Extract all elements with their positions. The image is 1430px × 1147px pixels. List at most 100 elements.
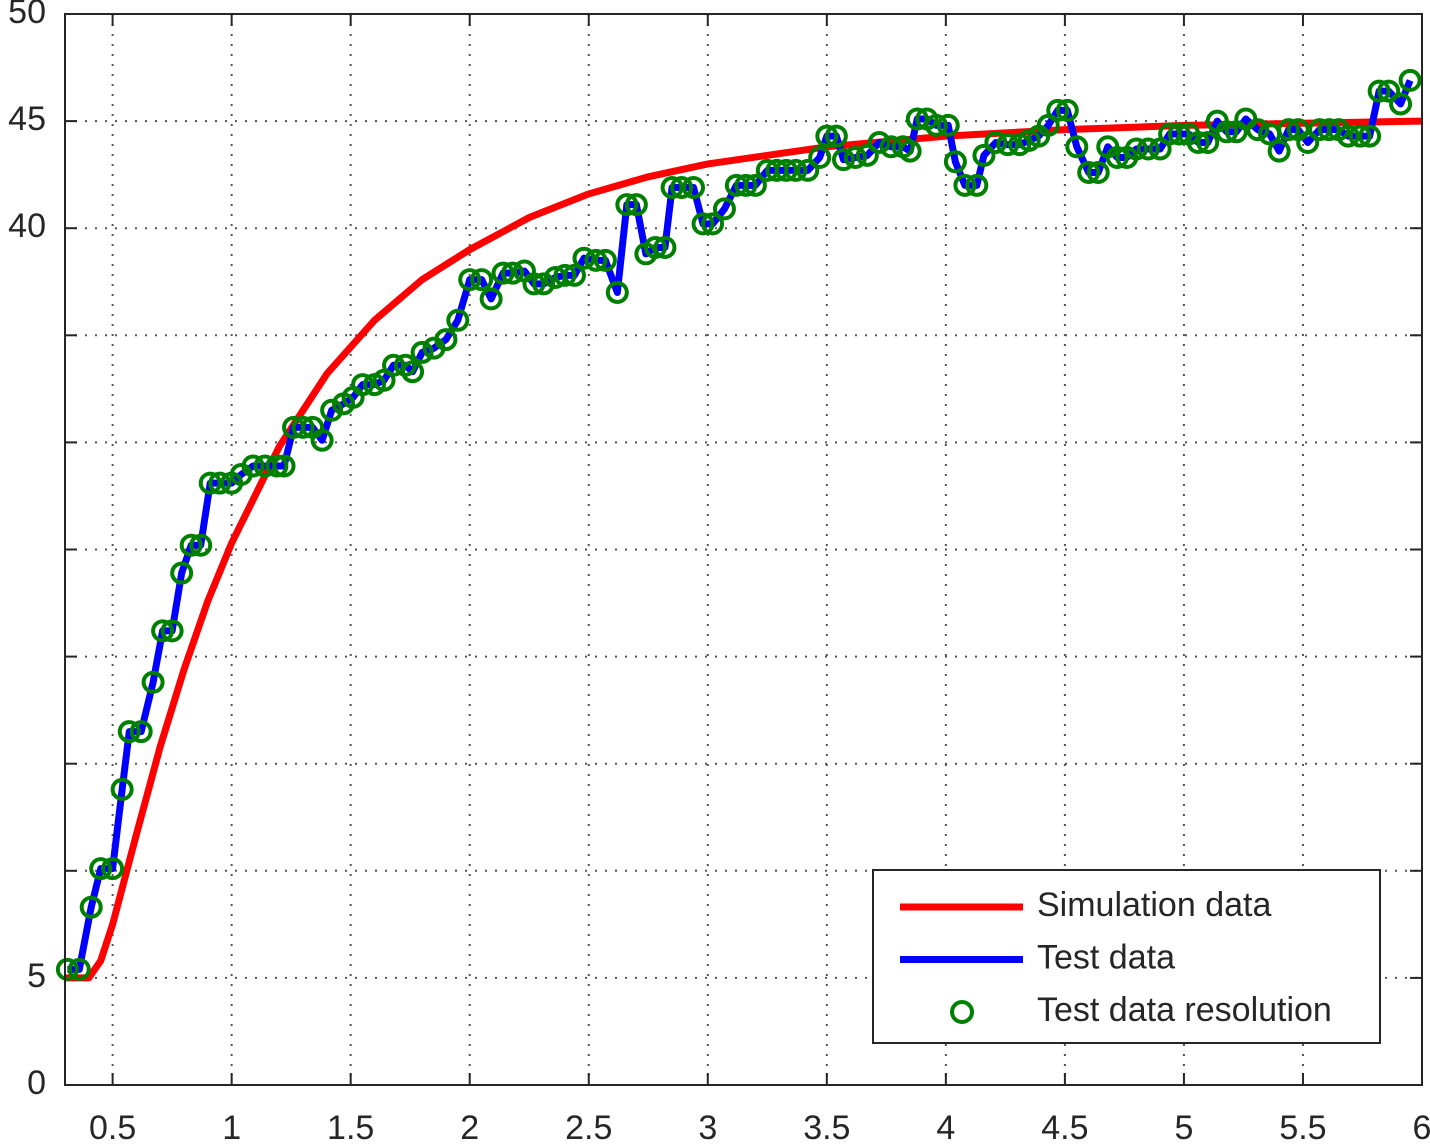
data-marker bbox=[784, 158, 808, 182]
data-marker bbox=[972, 143, 996, 167]
legend-label: Test data resolution bbox=[1037, 991, 1332, 1029]
data-marker bbox=[1267, 139, 1291, 163]
data-marker bbox=[1377, 79, 1401, 103]
data-marker bbox=[898, 139, 922, 163]
x-tick-label: 1 bbox=[222, 1109, 241, 1147]
data-marker bbox=[1398, 68, 1422, 92]
data-marker bbox=[593, 248, 617, 272]
x-tick-label: 5.5 bbox=[1279, 1109, 1326, 1147]
data-marker bbox=[996, 133, 1020, 157]
x-tick-label: 3 bbox=[698, 1109, 717, 1147]
data-marker bbox=[1296, 131, 1320, 155]
plot-frame bbox=[64, 13, 1423, 1086]
data-marker bbox=[1077, 161, 1101, 185]
data-marker bbox=[553, 263, 577, 287]
data-marker bbox=[605, 280, 629, 304]
data-marker bbox=[351, 373, 375, 397]
data-marker bbox=[831, 148, 855, 172]
data-marker bbox=[491, 261, 515, 285]
y-tick-label: 0 bbox=[27, 1064, 46, 1102]
data-marker bbox=[774, 158, 798, 182]
data-line bbox=[67, 79, 1414, 973]
data-marker bbox=[1196, 131, 1220, 155]
x-tick-label: 0.5 bbox=[89, 1109, 136, 1147]
data-marker bbox=[208, 471, 232, 495]
x-tick-label: 4.5 bbox=[1041, 1109, 1088, 1147]
data-marker bbox=[562, 263, 586, 287]
data-marker bbox=[734, 173, 758, 197]
data-marker bbox=[924, 113, 948, 137]
data-marker bbox=[670, 176, 694, 200]
data-marker bbox=[55, 957, 79, 981]
data-marker bbox=[310, 428, 334, 452]
data-marker bbox=[905, 107, 929, 131]
data-marker bbox=[198, 471, 222, 495]
data-marker bbox=[170, 561, 194, 585]
data-marker bbox=[160, 619, 184, 643]
data-marker bbox=[179, 533, 203, 557]
data-marker bbox=[965, 173, 989, 197]
data-marker bbox=[1105, 146, 1129, 170]
data-marker bbox=[189, 533, 213, 557]
data-marker bbox=[653, 235, 677, 259]
data-marker bbox=[796, 158, 820, 182]
data-marker bbox=[1215, 120, 1239, 144]
data-marker bbox=[660, 176, 684, 200]
data-marker bbox=[1055, 98, 1079, 122]
data-marker bbox=[501, 261, 525, 285]
data-marker bbox=[110, 777, 134, 801]
y-tick-label: 5 bbox=[27, 957, 46, 995]
data-marker bbox=[1277, 118, 1301, 142]
data-marker bbox=[1186, 131, 1210, 155]
data-marker bbox=[815, 124, 839, 148]
x-tick-label: 1.5 bbox=[327, 1109, 374, 1147]
legend-label: Simulation data bbox=[1037, 886, 1271, 924]
data-marker bbox=[446, 308, 470, 332]
y-tick-label: 40 bbox=[8, 207, 46, 245]
data-marker bbox=[1367, 79, 1391, 103]
data-marker bbox=[743, 173, 767, 197]
x-tick-label: 5 bbox=[1174, 1109, 1193, 1147]
data-line bbox=[65, 117, 1423, 982]
data-marker bbox=[867, 131, 891, 155]
data-marker bbox=[532, 272, 556, 296]
data-marker bbox=[691, 212, 715, 236]
data-marker bbox=[984, 131, 1008, 155]
data-marker bbox=[470, 268, 494, 292]
data-marker bbox=[117, 720, 141, 744]
data-marker bbox=[241, 454, 265, 478]
data-marker bbox=[410, 340, 434, 364]
data-marker bbox=[701, 212, 725, 236]
data-marker bbox=[522, 272, 546, 296]
data-marker bbox=[458, 268, 482, 292]
data-marker bbox=[1167, 122, 1191, 146]
data-marker bbox=[1348, 124, 1372, 148]
x-tick-label: 3.5 bbox=[803, 1109, 850, 1147]
data-marker bbox=[1046, 98, 1070, 122]
data-marker bbox=[808, 146, 832, 170]
data-marker bbox=[265, 454, 289, 478]
data-marker bbox=[1317, 118, 1341, 142]
legend-marker bbox=[950, 1000, 974, 1024]
x-tick-label: 2.5 bbox=[565, 1109, 612, 1147]
data-marker bbox=[89, 857, 113, 881]
data-marker bbox=[1136, 137, 1160, 161]
x-tick-label: 6 bbox=[1413, 1109, 1430, 1147]
y-tick-label: 45 bbox=[8, 100, 46, 138]
x-tick-label: 2 bbox=[460, 1109, 479, 1147]
data-marker bbox=[1358, 124, 1382, 148]
legend-label: Test data bbox=[1037, 938, 1175, 976]
data-marker bbox=[1124, 137, 1148, 161]
data-marker bbox=[320, 398, 344, 422]
y-tick-label: 50 bbox=[8, 0, 46, 31]
data-marker bbox=[843, 146, 867, 170]
data-marker bbox=[272, 454, 296, 478]
data-marker bbox=[151, 619, 175, 643]
data-marker bbox=[643, 235, 667, 259]
data-marker bbox=[682, 176, 706, 200]
data-marker bbox=[291, 415, 315, 439]
data-marker bbox=[141, 670, 165, 694]
data-marker bbox=[943, 150, 967, 174]
data-marker bbox=[101, 857, 125, 881]
